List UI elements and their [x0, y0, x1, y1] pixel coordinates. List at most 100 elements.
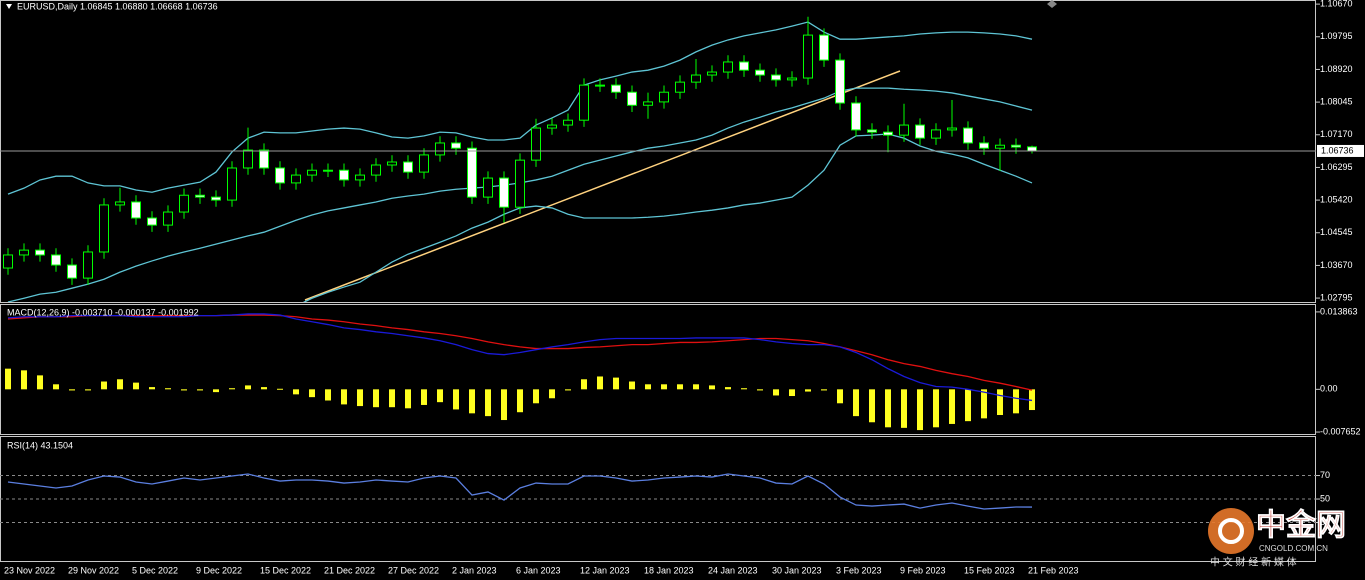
- candle-body: [435, 142, 445, 156]
- chart-title: EURUSD,Daily 1.06845 1.06880 1.06668 1.0…: [17, 1, 218, 11]
- macd-bar: [533, 389, 539, 404]
- y-tick-label: 1.06295: [1320, 162, 1353, 172]
- macd-bar: [405, 389, 411, 409]
- macd-bar: [293, 389, 299, 395]
- macd-bar: [869, 389, 875, 423]
- candle-body: [627, 91, 637, 106]
- candle-body: [227, 167, 237, 201]
- main-panel-border: [0, 0, 1316, 303]
- candle-body: [915, 124, 925, 139]
- macd-bar: [357, 389, 363, 407]
- macd-bar: [725, 387, 731, 390]
- macd-bar: [37, 375, 43, 390]
- candle-body: [51, 254, 61, 266]
- macd-bar: [629, 381, 635, 390]
- macd-bar: [277, 388, 283, 390]
- y-tick-label: 0.013863: [1320, 306, 1358, 316]
- macd-bar: [965, 389, 971, 422]
- macd-bar: [901, 389, 907, 428]
- macd-bar: [85, 389, 91, 391]
- indicator-line: [7, 21, 1033, 195]
- watermark-slogan: 中 文 财 经 新 媒 体: [1210, 556, 1297, 569]
- x-tick-label: 15 Feb 2023: [964, 565, 1015, 575]
- x-tick-label: 21 Feb 2023: [1028, 565, 1079, 575]
- macd-bar: [21, 370, 27, 390]
- candle-body: [419, 154, 429, 173]
- candle-body: [947, 127, 957, 131]
- macd-bar: [949, 389, 955, 424]
- y-tick-label: 0.00: [1320, 384, 1338, 394]
- candle-body: [67, 264, 77, 279]
- watermark-name: 中金网: [1256, 508, 1346, 542]
- rsi-plot: [0, 473, 1316, 524]
- candle-body: [291, 174, 301, 184]
- macd-bar: [117, 379, 123, 390]
- candle-body: [595, 84, 605, 87]
- y-tick-label: 1.07170: [1320, 129, 1353, 139]
- indicator-line: [7, 473, 1033, 510]
- scroll-marker: [1047, 0, 1057, 8]
- candle-body: [899, 124, 909, 136]
- logo-ring: [1218, 518, 1244, 544]
- macd-bar: [693, 384, 699, 390]
- macd-bar: [789, 389, 795, 397]
- candle-body: [83, 251, 93, 279]
- candle-body: [115, 201, 125, 206]
- macd-bar: [453, 389, 459, 410]
- macd-bar: [741, 388, 747, 390]
- x-tick-label: 3 Feb 2023: [836, 565, 882, 575]
- candle-body: [307, 169, 317, 176]
- macd-bar: [341, 389, 347, 405]
- price-label: 1.06736: [1321, 145, 1354, 155]
- candle-body: [275, 167, 285, 184]
- macd-bar: [821, 389, 827, 391]
- candle-body: [99, 204, 109, 253]
- macd-bar: [149, 387, 155, 390]
- x-tick-label: 18 Jan 2023: [644, 565, 694, 575]
- x-tick-label: 9 Dec 2022: [196, 565, 242, 575]
- y-tick-label: 30: [1320, 517, 1330, 527]
- menu-triangle[interactable]: [6, 4, 12, 9]
- macd-bar: [421, 389, 427, 405]
- y-tick-label: 50: [1320, 493, 1330, 503]
- candle-body: [771, 74, 781, 81]
- candle-body: [675, 81, 685, 93]
- candle-body: [147, 217, 157, 226]
- macd-bar: [997, 389, 1003, 416]
- macd-bar: [853, 389, 859, 417]
- watermark: 中金网 CNGOLD.COM.CN 中 文 财 经 新 媒 体: [1208, 508, 1346, 569]
- indicator-line: [7, 313, 1033, 402]
- macd-bar: [213, 389, 219, 393]
- macd-bar: [101, 381, 107, 390]
- candle-body: [131, 201, 141, 219]
- macd-bar: [661, 384, 667, 390]
- y-tick-label: 1.05420: [1320, 194, 1353, 204]
- macd-bar: [565, 389, 571, 391]
- candle-body: [723, 61, 733, 73]
- y-tick-label: 1.10670: [1320, 0, 1353, 8]
- candle-body: [1011, 144, 1021, 148]
- candle-body: [739, 61, 749, 71]
- macd-bar: [229, 388, 235, 390]
- candle-body: [355, 174, 365, 181]
- x-tick-label: 2 Jan 2023: [452, 565, 497, 575]
- main-plot: [3, 16, 1037, 302]
- macd-bar: [837, 389, 843, 404]
- macd-bar: [181, 389, 187, 391]
- candle-body: [867, 129, 877, 133]
- macd-bar: [133, 382, 139, 390]
- candle-body: [339, 169, 349, 181]
- x-tick-label: 23 Nov 2022: [4, 565, 55, 575]
- x-tick-label: 6 Jan 2023: [516, 565, 561, 575]
- macd-bar: [261, 387, 267, 390]
- candle-body: [163, 211, 173, 226]
- candle-body: [483, 177, 493, 198]
- trend-line: [304, 70, 901, 301]
- macd-bar: [805, 389, 811, 392]
- macd-bar: [437, 389, 443, 403]
- axes: 1.10670 1.09795 1.08920 1.08045 1.07170 1.062…: [1316, 0, 1361, 527]
- candle-body: [803, 34, 813, 79]
- candle-body: [979, 142, 989, 149]
- macd-bar: [469, 389, 475, 414]
